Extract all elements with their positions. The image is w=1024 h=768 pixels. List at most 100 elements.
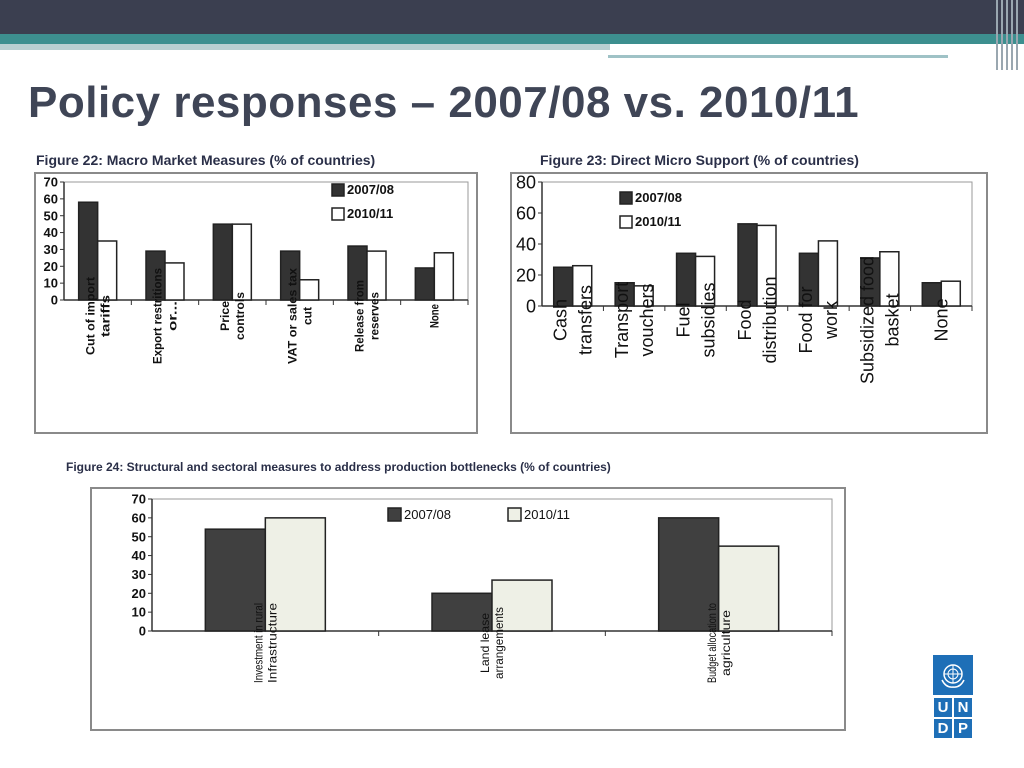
logo-letter-u: U [933, 697, 953, 718]
bar-2007-08 [675, 252, 697, 307]
x-category-label-line: distribution [760, 276, 780, 363]
bar-2007-08 [414, 267, 436, 301]
logo-letter-d: D [933, 718, 953, 739]
legend-swatch [331, 183, 345, 197]
x-category-label: Land lease arrangements [478, 607, 506, 679]
bar-2010-11 [879, 251, 900, 307]
x-category-label-line: Investment in rural [252, 603, 266, 683]
x-category-label-line: Fuel [673, 302, 693, 337]
legend-label: 2007/08 [347, 182, 394, 197]
y-tick-label: 0 [51, 293, 58, 308]
x-category-label-line: Release from [353, 280, 367, 352]
y-tick-label: 60 [44, 191, 58, 206]
x-category-label-line: basket [883, 293, 903, 346]
bar-2010-11 [633, 285, 654, 307]
bar-2010-11 [298, 279, 320, 301]
bar-2010-11 [694, 255, 716, 307]
slide-header-bar [0, 0, 1024, 34]
x-category-label: Cash transfers [551, 285, 596, 355]
x-category-label: Budget allocation to agriculture [705, 603, 733, 683]
x-category-label-line: Cash [551, 299, 571, 341]
slide-accent-band-light [0, 44, 610, 50]
x-category-label-line: work [821, 300, 841, 340]
legend-swatch [507, 507, 522, 522]
y-tick-label: 10 [44, 276, 58, 291]
x-category-label-line: vouchers [637, 283, 657, 356]
y-tick-label: 70 [132, 492, 146, 507]
y-tick-label: 0 [526, 296, 536, 316]
bar-2010-11 [817, 240, 839, 307]
x-category-label-line: Transport [612, 282, 632, 358]
figure-23-frame: 0 20 40 60 80 Cash transfers Transport vouchers F… [510, 172, 988, 434]
x-category-label-line: Price [218, 301, 232, 331]
x-category-label-line: or... [166, 301, 180, 331]
legend-label: 2010/11 [524, 507, 570, 522]
y-tick-label: 20 [132, 586, 146, 601]
plot-area [63, 181, 469, 301]
x-category-label: Cut of import tariffs [83, 277, 112, 355]
legend-label: 2007/08 [635, 190, 682, 205]
legend-swatch [619, 191, 633, 205]
bar-2010-11 [164, 262, 185, 301]
x-category-label-line: agriculture [719, 610, 733, 676]
y-tick-label: 40 [132, 548, 146, 563]
legend-swatch [387, 507, 402, 522]
bar-2010-11 [264, 517, 327, 632]
bar-2007-08 [204, 528, 267, 632]
x-category-label-line: transfers [576, 285, 596, 355]
x-category-label-line: Land lease [478, 613, 492, 673]
x-category-label-line: tariffs [98, 295, 112, 337]
bar-2010-11 [231, 223, 253, 301]
x-category-label-line: subsidies [698, 282, 718, 357]
figure-22-frame: 0 10 20 30 40 50 60 70 Cut of import tariffs Expor… [34, 172, 478, 434]
legend-swatch [331, 207, 345, 221]
x-category-label-line: arrangements [492, 607, 506, 679]
y-tick-label: 20 [44, 259, 58, 274]
legend-label: 2007/08 [404, 507, 451, 522]
legend-label: 2010/11 [635, 214, 681, 229]
legend-label: 2010/11 [347, 206, 393, 221]
undp-logo: U N D P [933, 655, 973, 740]
un-emblem-icon [933, 655, 973, 695]
x-category-label-line: reserves [368, 292, 382, 340]
x-category-label: Fuel subsidies [673, 282, 718, 357]
x-category-label-line: Budget allocation to [705, 603, 719, 683]
x-category-label: VAT or sales tax cut [285, 268, 314, 364]
x-category-label-line: cut [300, 307, 314, 325]
y-tick-label: 60 [132, 510, 146, 525]
x-category-label-line: Cut of import [83, 277, 97, 355]
x-category-label: None [428, 304, 442, 328]
figure-23-title: Figure 23: Direct Micro Support (% of co… [540, 152, 859, 168]
y-tick-label: 50 [44, 208, 58, 223]
logo-letter-p: P [953, 718, 973, 739]
x-category-label-line: Food for [796, 286, 816, 353]
slide-edge-decoration [994, 0, 1024, 70]
figure-24-frame: 0 10 20 30 40 50 60 70 Investment in rural Infras… [90, 487, 846, 731]
x-category-label: Price controls [218, 292, 247, 340]
bar-2010-11 [940, 280, 962, 307]
x-category-label: Export restritions or... [151, 268, 180, 364]
x-category-label-line: Infrastructure [266, 603, 280, 683]
x-category-label-line: VAT or sales tax [285, 268, 299, 364]
x-category-label: Subsidized food basket [858, 256, 903, 384]
y-tick-label: 70 [44, 175, 58, 190]
x-category-label-line: controls [233, 292, 247, 340]
y-tick-label: 50 [132, 529, 146, 544]
x-category-label-line: None [932, 298, 952, 341]
x-category-label: Investment in rural Infrastructure [252, 603, 280, 683]
x-category-label: Release from reserves [353, 280, 382, 352]
figure-23-chart: 0 20 40 60 80 Cash transfers Transport vouchers F… [516, 172, 973, 384]
y-tick-label: 40 [516, 234, 536, 254]
x-category-label-line: None [428, 304, 442, 328]
bar-2010-11 [433, 252, 455, 301]
x-category-label: Transport vouchers [612, 282, 657, 358]
x-category-label: None [932, 298, 952, 341]
bar-2007-08 [431, 592, 493, 632]
y-tick-label: 30 [44, 242, 58, 257]
figure-24-chart: 0 10 20 30 40 50 60 70 Investment in rural Infras… [132, 492, 833, 683]
slide-accent-band [0, 34, 1024, 44]
x-category-label-line: Export restritions [151, 268, 165, 364]
bar-2010-11 [571, 264, 593, 307]
logo-letter-n: N [953, 697, 973, 718]
x-category-label-line: Subsidized food [858, 256, 878, 384]
